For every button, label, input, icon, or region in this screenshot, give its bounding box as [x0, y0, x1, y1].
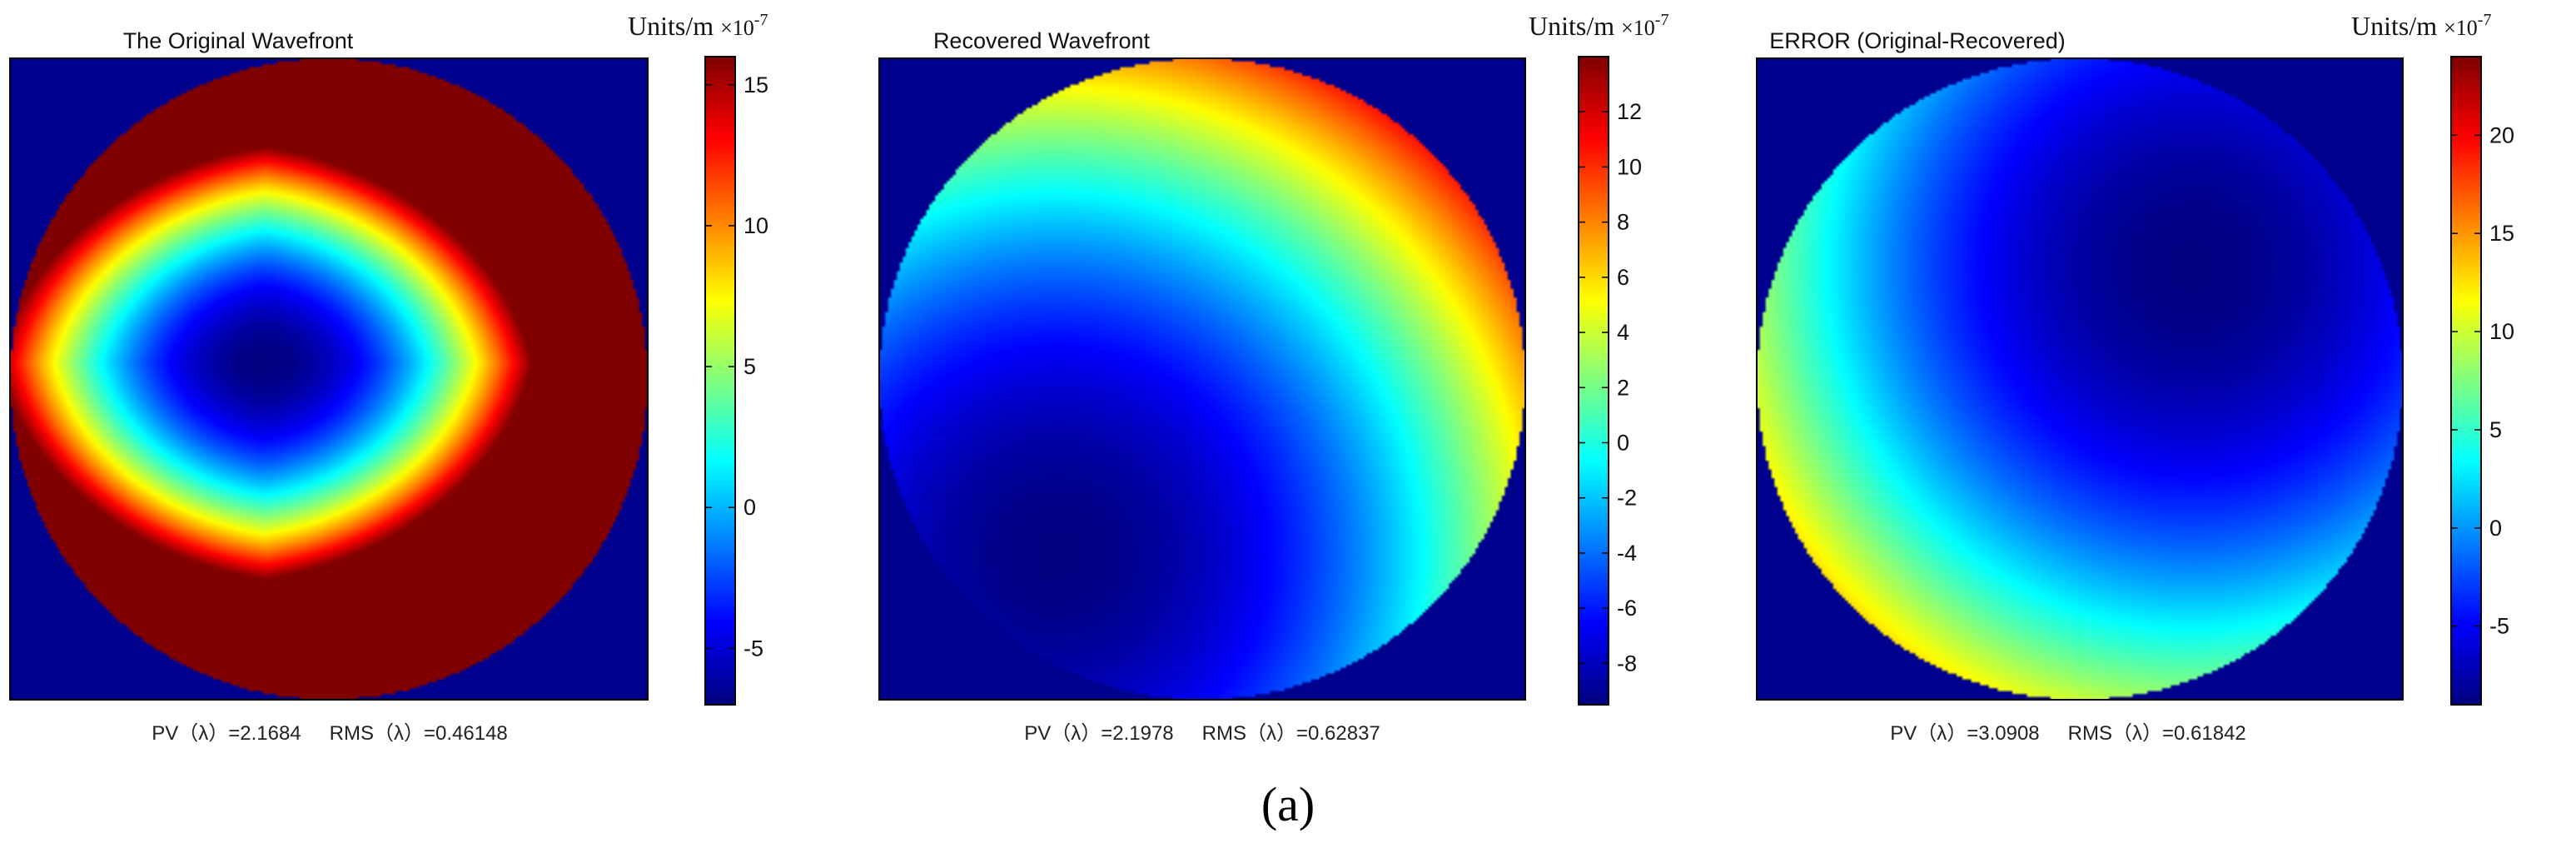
colorbar-tick-label: 10	[1617, 154, 1642, 179]
colorbar-tick-label: 20	[2489, 122, 2514, 147]
panel-title: Recovered Wavefront	[933, 28, 1151, 53]
rms-label: RMS（λ）	[1202, 722, 1296, 745]
colorbar-frame	[2450, 56, 2482, 706]
panel-title: The Original Wavefront	[123, 28, 354, 53]
colorbar-tick-label: 0	[743, 495, 756, 520]
colorbar-frame	[704, 56, 736, 706]
rms-value: =0.62837	[1296, 722, 1380, 745]
colorbar-tick-label: 15	[2489, 221, 2514, 246]
colorbar-tick-label: 6	[1617, 265, 1629, 290]
rms-value: =0.46148	[424, 722, 508, 745]
colorbar-tick-label: 0	[1617, 430, 1629, 455]
colorbar-units-label: Units/m ×10-7	[1529, 11, 1668, 41]
colorbar-tick-label: 0	[2489, 516, 2502, 541]
wavefront-stats: PV（λ）=2.1684 RMS（λ）=0.46148	[152, 722, 508, 745]
rms-label: RMS（λ）	[330, 722, 424, 745]
colorbar-tick-label: -5	[2489, 614, 2509, 639]
wavefront-heatmap	[1757, 58, 2403, 700]
colorbar-tick-label: -2	[1617, 486, 1637, 511]
panel-recovered-wavefront: Recovered Wavefront Units/m ×10-7 -8-6-4-…	[878, 11, 1668, 745]
wavefront-stats: PV（λ）=3.0908 RMS（λ）=0.61842	[1890, 722, 2246, 745]
panel-original-wavefront: The Original Wavefront Units/m ×10-7 -5 0 5…	[9, 11, 768, 745]
pv-value: =2.1684	[228, 722, 301, 745]
colorbar-gradient	[705, 57, 735, 705]
pv-label: PV（λ）	[152, 722, 228, 745]
plot-frame	[878, 57, 1526, 701]
panel-title: ERROR (Original-Recovered)	[1769, 28, 2066, 53]
colorbar-tick-label: 4	[1617, 320, 1629, 345]
colorbar-gradient	[1579, 57, 1609, 705]
colorbar-units-label: Units/m ×10-7	[628, 11, 768, 41]
colorbar-ticks: -5 0 5 10 15	[705, 72, 768, 661]
colorbar-tick-label: 10	[743, 213, 768, 238]
plot-frame	[9, 57, 649, 701]
colorbar-units-label: Units/m ×10-7	[2351, 11, 2491, 41]
colorbar-tick-label: 8	[1617, 210, 1629, 235]
pv-label: PV（λ）	[1890, 722, 1967, 745]
colorbar-gradient	[2451, 57, 2481, 705]
colorbar-frame	[1578, 56, 1609, 706]
pv-value: =3.0908	[1967, 722, 2039, 745]
rms-label: RMS（λ）	[2068, 722, 2162, 745]
colorbar-tick-label: 5	[743, 354, 756, 379]
colorbar-tick-label: -5	[743, 636, 763, 661]
colorbar-tick-label: 5	[2489, 417, 2502, 442]
wavefront-heatmap	[879, 58, 1525, 700]
colorbar-tick-label: -8	[1617, 651, 1637, 676]
colorbar-tick-label: -4	[1617, 541, 1637, 566]
colorbar-tick-label: -6	[1617, 596, 1637, 621]
rms-value: =0.61842	[2162, 722, 2246, 745]
colorbar-tick-label: 10	[2489, 319, 2514, 344]
pv-value: =2.1978	[1101, 722, 1173, 745]
colorbar-ticks: -8 -6 -4 -2 0 2 4 6 8 10 12	[1579, 99, 1642, 676]
panel-error-wavefront: ERROR (Original-Recovered) Units/m ×10-7 …	[1756, 11, 2514, 745]
plot-frame	[1756, 57, 2404, 701]
colorbar-tick-label: 12	[1617, 99, 1642, 124]
colorbar-ticks: -5 0 5 10 15 20	[2451, 122, 2514, 639]
colorbar-tick-label: 15	[743, 72, 768, 97]
colorbar-tick-label: 2	[1617, 375, 1629, 400]
wavefront-stats: PV（λ）=2.1978 RMS（λ）=0.62837	[1024, 722, 1380, 745]
wavefront-heatmap	[10, 58, 648, 700]
figure-label: (a)	[1261, 777, 1315, 831]
pv-label: PV（λ）	[1024, 722, 1101, 745]
